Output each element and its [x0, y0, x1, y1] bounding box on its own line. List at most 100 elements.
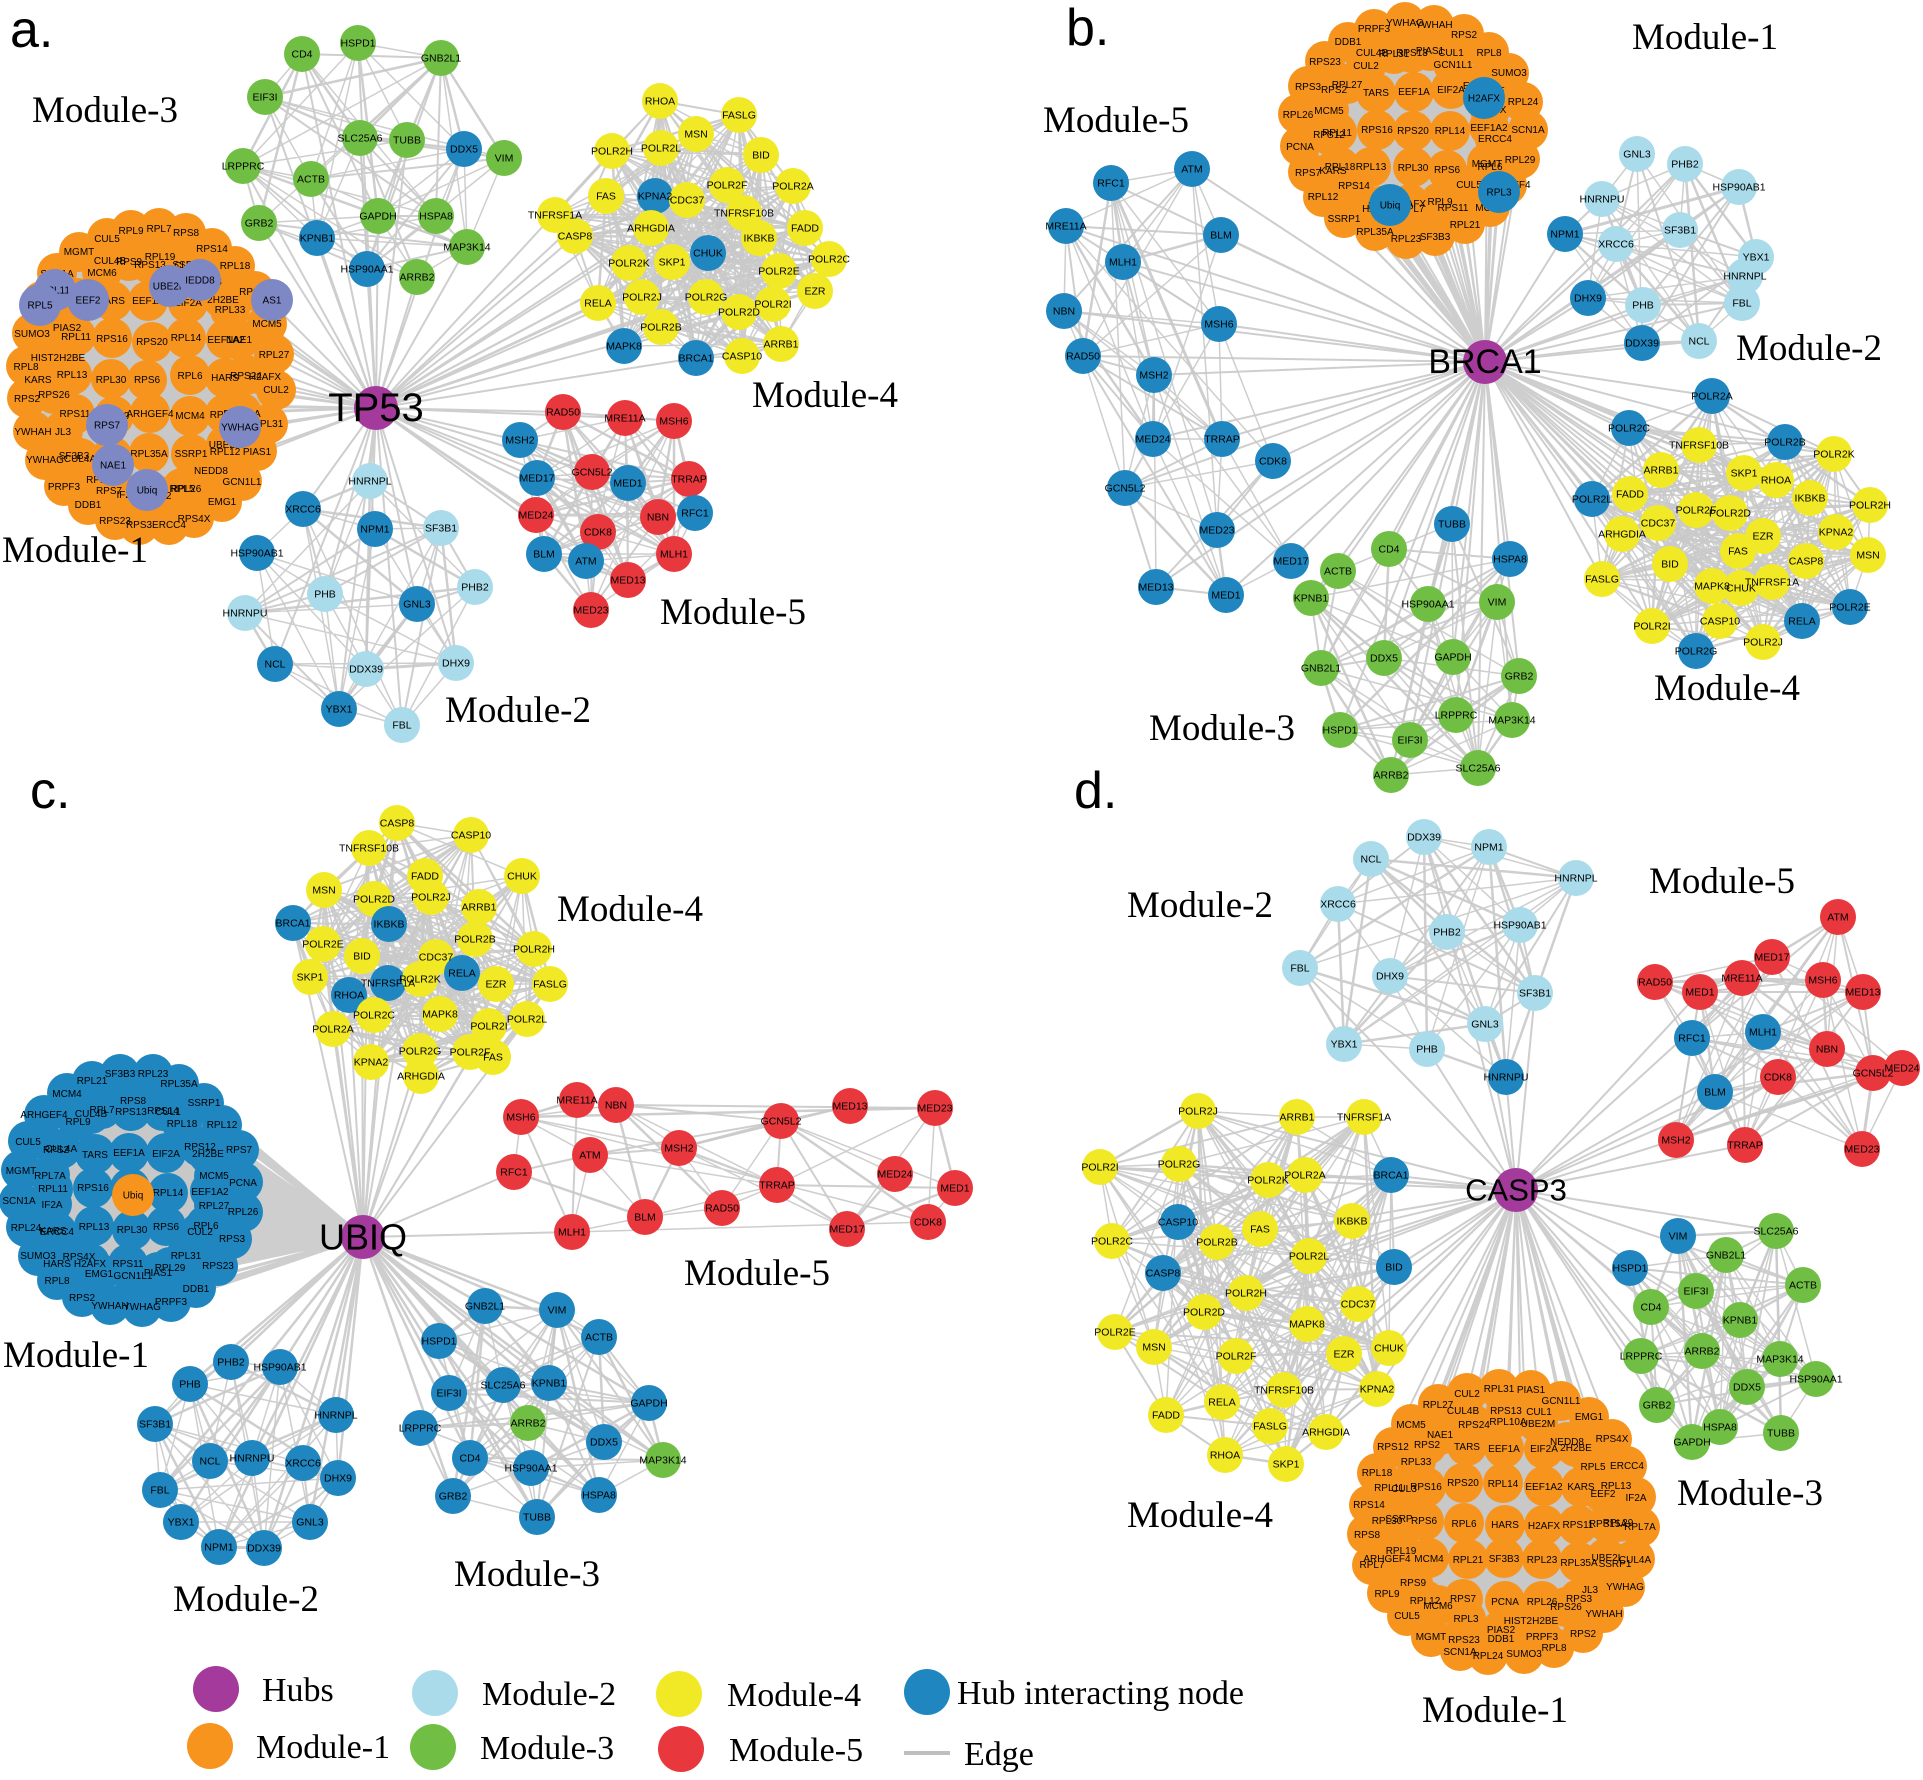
svg-text:RPL6: RPL6 [1451, 1519, 1476, 1530]
svg-text:RPS13: RPS13 [1490, 1406, 1522, 1417]
svg-text:SF3B3: SF3B3 [1420, 232, 1451, 243]
svg-text:RPL14: RPL14 [1488, 1479, 1519, 1490]
svg-text:TNFRSF1A: TNFRSF1A [528, 210, 582, 222]
svg-text:CDK8: CDK8 [1259, 456, 1287, 468]
svg-text:POLR2B: POLR2B [1196, 1237, 1237, 1249]
svg-text:RPS12: RPS12 [184, 1142, 216, 1153]
svg-text:RPL9: RPL9 [1427, 197, 1452, 208]
svg-text:POLR2L: POLR2L [1572, 494, 1612, 506]
svg-text:ATM: ATM [1827, 912, 1848, 924]
svg-text:NCL: NCL [1360, 854, 1381, 866]
svg-text:RPL30: RPL30 [117, 1225, 148, 1236]
svg-text:MSH2: MSH2 [505, 435, 534, 447]
svg-text:GCN1L1: GCN1L1 [114, 1271, 153, 1282]
svg-text:EEF2: EEF2 [75, 296, 100, 307]
svg-text:KARS: KARS [39, 1226, 67, 1237]
svg-text:Ubiq: Ubiq [123, 1191, 144, 1202]
svg-text:RPL5: RPL5 [27, 301, 52, 312]
svg-text:HSP90AB1: HSP90AB1 [1712, 182, 1765, 194]
svg-text:ARHGEF4: ARHGEF4 [1363, 1554, 1411, 1565]
svg-text:SUMO3: SUMO3 [20, 1251, 56, 1262]
svg-text:TNFRSF1A: TNFRSF1A [1745, 577, 1799, 589]
svg-text:GCN1L1: GCN1L1 [1434, 60, 1473, 71]
svg-text:RPL29: RPL29 [1603, 1518, 1634, 1529]
svg-text:CASP8: CASP8 [380, 818, 415, 830]
svg-text:KARS: KARS [1567, 1482, 1595, 1493]
svg-text:NPM1: NPM1 [1474, 842, 1503, 854]
svg-text:DDB1: DDB1 [1488, 1634, 1515, 1645]
svg-text:SKP1: SKP1 [297, 972, 324, 984]
svg-text:CASP8: CASP8 [558, 231, 593, 243]
svg-text:YWHAG: YWHAG [1606, 1582, 1644, 1593]
svg-text:RPS4X: RPS4X [178, 514, 211, 525]
svg-text:MED1: MED1 [940, 1183, 969, 1195]
svg-text:FADD: FADD [411, 871, 439, 883]
svg-text:EEF1A: EEF1A [1488, 1444, 1520, 1455]
svg-text:GAPDH: GAPDH [1673, 1437, 1710, 1449]
svg-text:POLR2A: POLR2A [1691, 391, 1732, 403]
svg-text:SF3B1: SF3B1 [1664, 225, 1696, 237]
svg-text:EZR: EZR [805, 286, 826, 298]
svg-text:RPS12: RPS12 [1377, 1442, 1409, 1453]
svg-text:GNL3: GNL3 [1471, 1019, 1499, 1031]
svg-text:POLR2E: POLR2E [1829, 602, 1870, 614]
svg-text:ARHGDIA: ARHGDIA [1598, 529, 1646, 541]
svg-text:GRB2: GRB2 [1643, 1400, 1672, 1412]
svg-text:RPL12: RPL12 [207, 1120, 238, 1131]
svg-text:POLR2J: POLR2J [1178, 1106, 1218, 1118]
svg-text:SCN1A: SCN1A [1511, 125, 1545, 136]
svg-text:RFC1: RFC1 [681, 508, 709, 520]
svg-text:CUL4A: CUL4A [45, 1144, 78, 1155]
svg-text:PRPF3: PRPF3 [155, 1297, 188, 1308]
svg-text:FBL: FBL [1732, 298, 1751, 310]
svg-text:CUL2: CUL2 [1353, 61, 1379, 72]
svg-text:ARHGEF4: ARHGEF4 [20, 1110, 68, 1121]
svg-text:GNL3: GNL3 [296, 1517, 324, 1529]
svg-text:MED23: MED23 [1844, 1144, 1879, 1156]
svg-text:MED17: MED17 [519, 473, 554, 485]
svg-text:Module-2: Module-2 [173, 1579, 319, 1620]
svg-text:MCM5: MCM5 [1396, 1420, 1426, 1431]
svg-text:ARHGDIA: ARHGDIA [627, 223, 675, 235]
svg-text:HSPA8: HSPA8 [1703, 1422, 1737, 1434]
svg-text:JL3: JL3 [55, 427, 72, 438]
svg-text:MED23: MED23 [1199, 525, 1234, 537]
svg-text:EEF1A: EEF1A [132, 296, 164, 307]
svg-text:EZR: EZR [486, 979, 507, 991]
svg-text:H2AFX: H2AFX [74, 1259, 107, 1270]
svg-text:RELA: RELA [584, 298, 611, 310]
svg-text:CHUK: CHUK [693, 248, 723, 260]
svg-text:NPM1: NPM1 [360, 524, 389, 536]
svg-text:RPL19: RPL19 [1386, 1546, 1417, 1557]
svg-text:CUL4A: CUL4A [64, 454, 97, 465]
svg-text:YWHAH: YWHAH [1585, 1609, 1622, 1620]
svg-text:KPNA2: KPNA2 [354, 1057, 389, 1069]
svg-text:HARS: HARS [211, 373, 239, 384]
svg-text:RPL33: RPL33 [215, 305, 246, 316]
svg-text:YWHAH: YWHAH [1415, 20, 1452, 31]
svg-text:FAS: FAS [1728, 546, 1748, 558]
svg-text:CD4: CD4 [291, 49, 312, 61]
svg-text:RPS12: RPS12 [1313, 130, 1345, 141]
svg-text:MED24: MED24 [1135, 434, 1170, 446]
svg-text:MRE11A: MRE11A [1045, 221, 1086, 233]
svg-text:RAD50: RAD50 [705, 1203, 739, 1215]
svg-text:DDX39: DDX39 [1625, 338, 1659, 350]
svg-text:RPS16: RPS16 [1361, 125, 1393, 136]
svg-text:VIM: VIM [1669, 1231, 1688, 1243]
svg-text:RPS6: RPS6 [134, 375, 161, 386]
svg-text:RPS8: RPS8 [1354, 1530, 1381, 1541]
svg-text:HARS: HARS [43, 1259, 71, 1270]
svg-text:RPS26: RPS26 [1550, 1602, 1582, 1613]
svg-text:SLC25A6: SLC25A6 [1456, 763, 1501, 775]
svg-text:RAD50: RAD50 [546, 407, 580, 419]
svg-text:POLR2G: POLR2G [1675, 646, 1718, 658]
svg-text:RPS3: RPS3 [219, 1234, 246, 1245]
svg-text:CDC37: CDC37 [1341, 1299, 1376, 1311]
svg-text:RPS23: RPS23 [202, 1261, 234, 1272]
svg-text:EMG1: EMG1 [208, 497, 237, 508]
svg-text:XRCC6: XRCC6 [1320, 899, 1356, 911]
svg-text:H2AFX: H2AFX [1528, 1521, 1561, 1532]
svg-text:Module-3: Module-3 [480, 1730, 614, 1767]
svg-text:MED1: MED1 [613, 478, 642, 490]
